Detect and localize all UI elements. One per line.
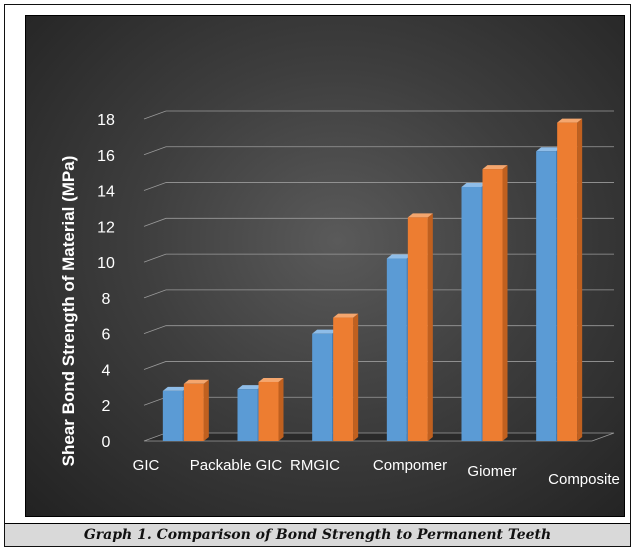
bar-series2 [407,217,428,441]
y-tick-label: 0 [102,434,111,451]
bar-side [353,313,359,441]
y-tick-label: 18 [97,112,115,129]
gridline [143,110,614,120]
figure-caption: Graph 1. Comparison of Bond Strength to … [83,527,552,543]
chart-panel: 0 2 4 6 8 10 12 14 16 18 GIC Packable GIC RMGIC Compo… [25,15,625,517]
bar-top [461,182,487,187]
bar-top [183,379,209,384]
bar-side [278,377,284,441]
y-tick-label: 16 [97,148,115,165]
bar-side [203,379,209,441]
bar-top [482,165,508,170]
x-category-label: Giomer [467,463,516,480]
y-tick-label: 10 [97,255,115,272]
bar-top [557,118,583,123]
y-tick-label: 2 [102,398,111,415]
y-tick-label: 14 [97,184,115,201]
y-tick-label: 6 [102,327,111,344]
bar-series2 [333,317,354,441]
y-axis-title: Shear Bond Strength of Material (MPa) [59,156,78,467]
bar-series1 [162,390,183,441]
y-tick-label: 8 [102,291,111,308]
bar-side [502,165,508,442]
bar-series1 [536,151,557,441]
figure-frame: 0 2 4 6 8 10 12 14 16 18 GIC Packable GIC RMGIC Compo… [4,4,631,547]
bar-top [536,147,562,152]
bar-top [312,329,338,334]
bar-top [258,377,284,382]
x-category-label: Compomer [373,457,447,474]
bar-series2 [557,122,578,442]
y-tick-label: 12 [97,219,115,236]
x-category-label: Packable GIC [190,457,283,474]
x-category-label: RMGIC [290,457,340,474]
y-tick-label: 4 [102,362,111,379]
bar-series2 [482,169,503,442]
bar-series1 [312,333,333,441]
gridline [143,182,614,191]
bar-side [427,213,433,441]
bar-top [237,385,263,390]
bar-top [162,386,188,391]
gridline [143,146,614,156]
x-category-label: Composite [548,471,620,488]
bar-series1 [386,258,407,441]
bar-top [386,254,412,259]
bar-series2 [258,381,279,441]
bar-series1 [237,389,258,441]
bar-top [333,313,359,318]
bar-chart: 0 2 4 6 8 10 12 14 16 18 GIC Packable GIC RMGIC Compo… [59,110,620,488]
caption-bar: Graph 1. Comparison of Bond Strength to … [5,523,630,546]
bar-top [407,213,433,218]
bar-side [577,118,583,442]
bar-series1 [461,186,482,441]
bar-series2 [183,383,204,441]
x-category-label: GIC [133,457,160,474]
